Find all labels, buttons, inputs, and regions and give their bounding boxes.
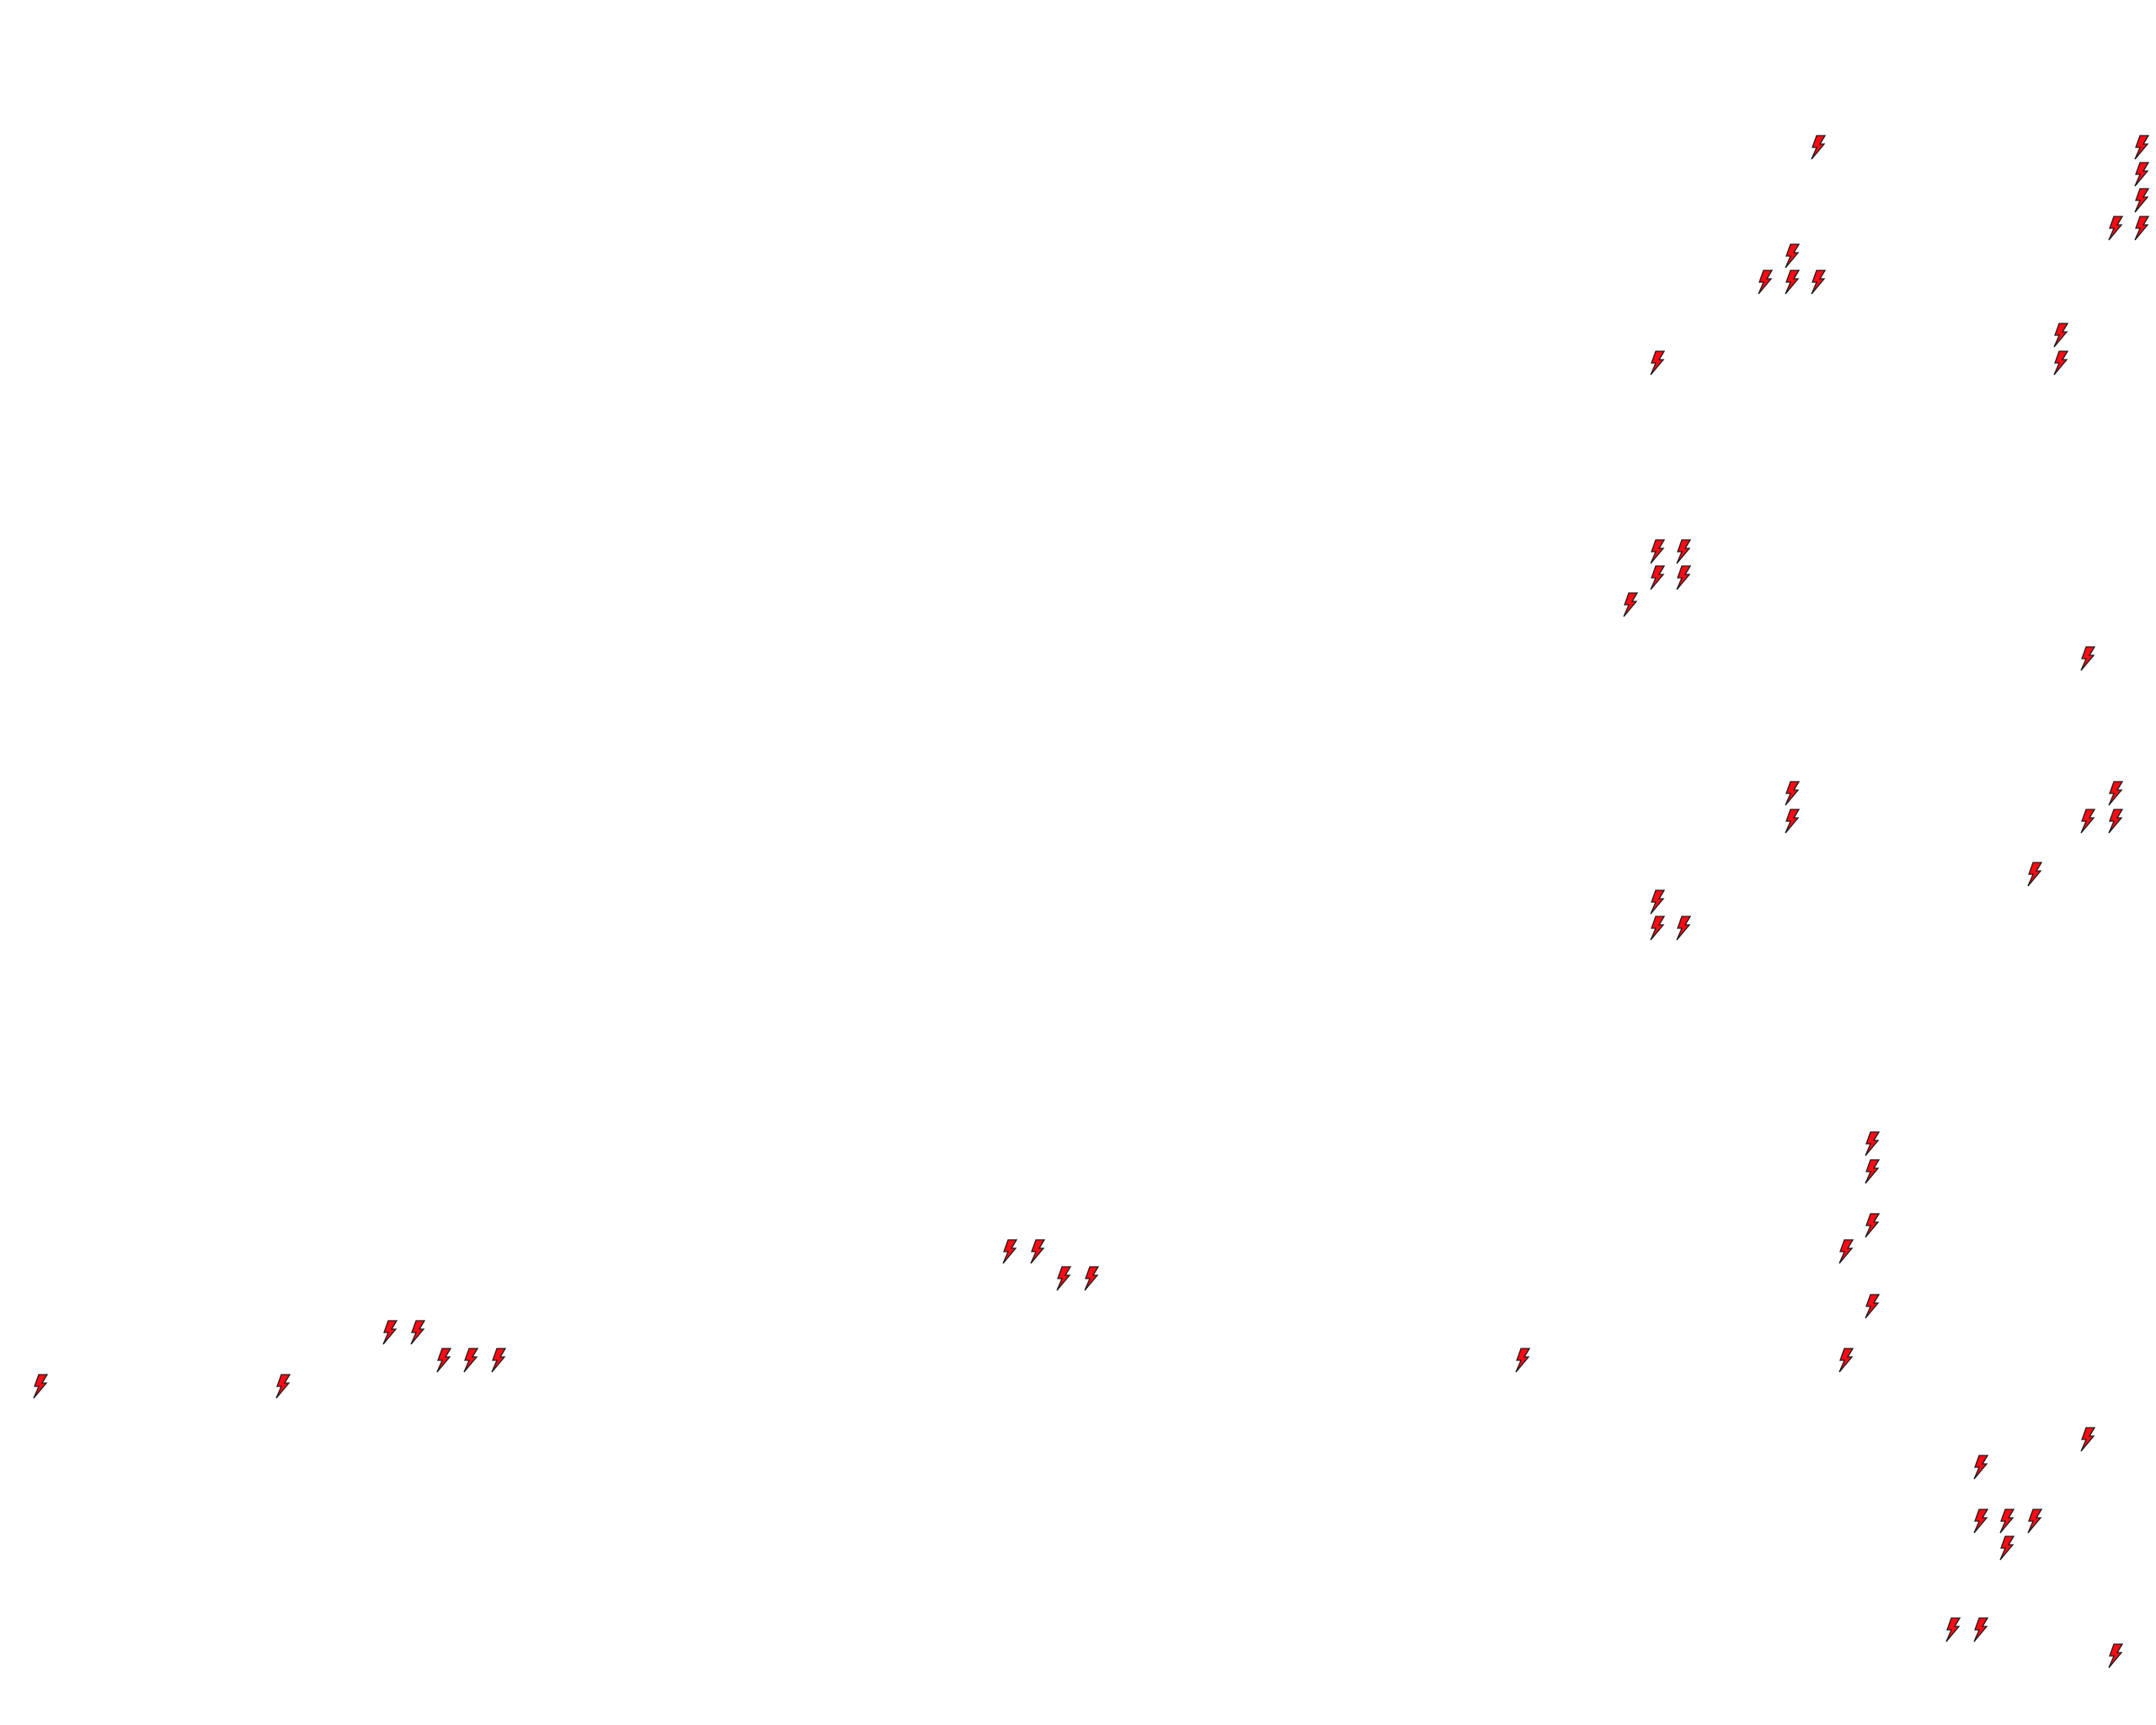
lightning-bolt-icon[interactable] [2129, 188, 2153, 213]
lightning-bolt-icon[interactable] [1780, 809, 1803, 834]
lightning-bolt-icon[interactable] [2022, 1509, 2046, 1534]
lightning-bolt-icon[interactable] [1860, 1294, 1883, 1319]
lightning-bolt-icon[interactable] [2103, 809, 2127, 834]
lightning-bolt-icon[interactable] [1510, 1348, 1534, 1373]
lightning-bolt-icon[interactable] [1780, 781, 1803, 806]
lightning-bolt-icon[interactable] [1860, 1159, 1883, 1184]
lightning-bolt-icon[interactable] [2103, 216, 2127, 241]
lightning-bolt-icon[interactable] [1780, 243, 1803, 269]
lightning-bolt-icon[interactable] [1753, 270, 1776, 295]
lightning-bolt-icon[interactable] [2075, 1427, 2099, 1452]
lightning-bolt-icon[interactable] [2048, 323, 2072, 348]
lightning-bolt-icon[interactable] [1671, 916, 1694, 941]
lightning-bolt-icon[interactable] [2103, 781, 2127, 806]
lightning-bolt-icon[interactable] [1994, 1509, 2018, 1534]
lightning-bolt-icon[interactable] [1833, 1239, 1857, 1264]
lightning-bolt-icon[interactable] [1645, 916, 1668, 941]
lightning-bolt-icon[interactable] [2022, 862, 2046, 887]
lightning-bolt-icon[interactable] [1994, 1535, 2018, 1561]
lightning-bolt-icon[interactable] [1860, 1131, 1883, 1156]
lightning-bolt-icon[interactable] [431, 1348, 455, 1373]
lightning-bolt-icon[interactable] [1051, 1266, 1075, 1291]
lightning-bolt-icon[interactable] [1618, 592, 1641, 617]
lightning-bolt-icon[interactable] [2103, 1643, 2127, 1669]
lightning-bolt-icon[interactable] [1645, 565, 1668, 590]
lightning-bolt-icon[interactable] [2129, 162, 2153, 187]
lightning-bolt-icon[interactable] [2129, 135, 2153, 160]
lightning-bolt-icon[interactable] [458, 1348, 482, 1373]
lightning-bolt-icon[interactable] [1079, 1266, 1102, 1291]
lightning-bolt-icon[interactable] [1780, 270, 1803, 295]
lightning-bolt-icon[interactable] [2075, 809, 2099, 834]
lightning-bolt-icon[interactable] [1671, 565, 1694, 590]
lightning-bolt-icon[interactable] [2048, 350, 2072, 376]
lightning-bolt-icon[interactable] [377, 1320, 401, 1345]
lightning-bolt-icon[interactable] [997, 1239, 1021, 1264]
lightning-bolt-icon[interactable] [1833, 1348, 1857, 1373]
lightning-bolt-icon[interactable] [1968, 1455, 1992, 1480]
lightning-bolt-icon[interactable] [405, 1320, 429, 1345]
lightning-bolt-icon[interactable] [1806, 270, 1829, 295]
lightning-bolt-icon[interactable] [1645, 539, 1668, 564]
lightning-bolt-icon[interactable] [1671, 539, 1694, 564]
lightning-bolt-icon[interactable] [28, 1374, 51, 1399]
lightning-bolt-icon[interactable] [270, 1374, 294, 1399]
lightning-bolt-icon[interactable] [1968, 1617, 1992, 1642]
lightning-bolt-icon[interactable] [1025, 1239, 1049, 1264]
lightning-bolt-icon[interactable] [1806, 135, 1829, 160]
lightning-bolt-icon[interactable] [1860, 1213, 1883, 1238]
lightning-bolt-icon[interactable] [1968, 1509, 1992, 1534]
lightning-bolt-icon[interactable] [486, 1348, 510, 1373]
lightning-bolt-icon[interactable] [2075, 646, 2099, 671]
lightning-bolt-icon[interactable] [1940, 1617, 1964, 1642]
lightning-bolt-icon[interactable] [2129, 216, 2153, 241]
lightning-bolt-icon[interactable] [1645, 889, 1668, 915]
lightning-bolt-icon[interactable] [1645, 350, 1668, 376]
